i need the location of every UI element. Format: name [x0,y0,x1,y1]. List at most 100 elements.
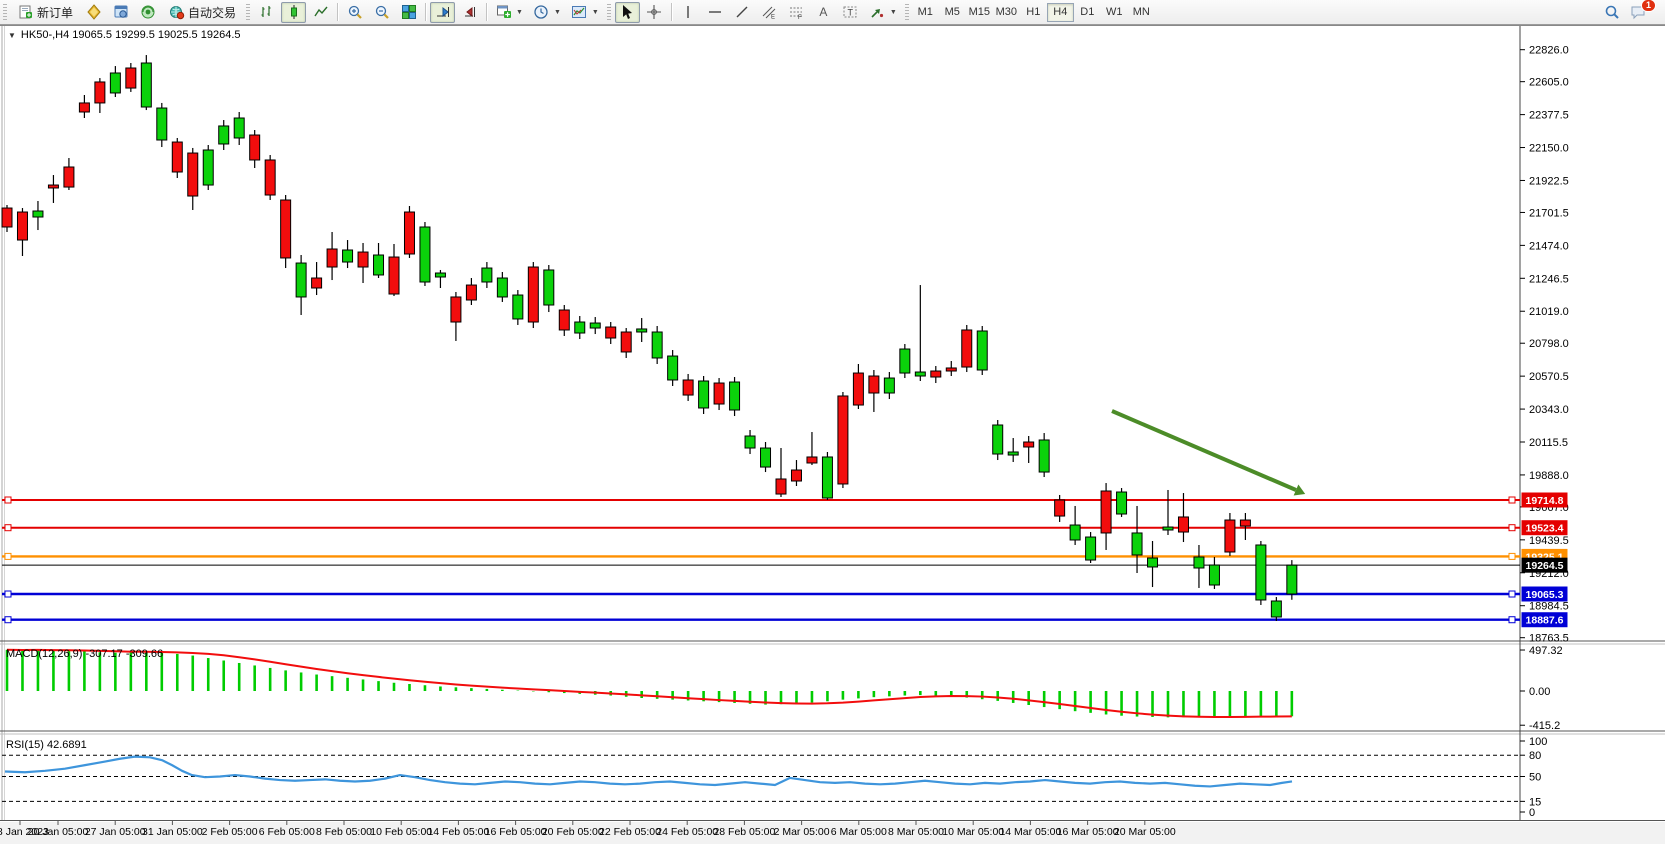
candlestick-series[interactable] [1,55,1298,621]
candle-body [465,284,477,301]
line-handle[interactable] [4,552,12,560]
rsi-tick-label: 15 [1529,796,1541,808]
new-order-icon [17,4,34,21]
candle-body [403,211,415,255]
crosshair-button[interactable] [642,2,667,23]
toolbar-separator [425,3,427,21]
line-handle[interactable] [1508,524,1516,532]
price-tick-label: 20115.5 [1529,437,1568,449]
arrow-head [1293,484,1306,496]
quotes-button[interactable] [81,2,106,23]
tile-windows-button[interactable] [396,2,421,23]
search-button[interactable] [1599,2,1624,23]
data-window-button[interactable] [108,2,133,23]
cursor-button[interactable] [614,1,640,23]
candle-body [744,435,756,449]
candle-body [357,251,369,268]
candlestick-chart-button[interactable] [281,1,307,23]
timeframe-h4-button[interactable]: H4 [1046,2,1074,22]
time-axis-label: 8 Mar 05:00 [888,826,944,838]
level-price-text: 19714.8 [1526,495,1564,507]
timeframe-m5-button[interactable]: M5 [944,6,960,18]
line-handle[interactable] [4,616,12,624]
time-axis-label: 24 Feb 05:00 [656,826,718,838]
line-handle[interactable] [1508,590,1516,598]
rsi-label: RSI(15) 42.6891 [6,739,87,751]
candle-body [1085,536,1097,561]
line-handle[interactable] [1508,496,1516,504]
timeframe-m30-button[interactable]: M30 [995,6,1017,18]
candle-body [1162,526,1174,531]
bar-chart-button[interactable] [254,2,279,23]
horizontal-line-button[interactable] [703,2,728,23]
price-tick-label: 20343.0 [1529,404,1569,416]
alerts-button[interactable] [135,2,160,23]
rsi-line [4,755,1293,788]
time-axis-label: 2 Mar 05:00 [774,826,830,838]
timeframe-m15-button[interactable]: M15 [968,6,990,18]
timeframe-d1-button[interactable]: D1 [1080,6,1095,18]
line-handle[interactable] [4,590,12,598]
current-price-line: 19264.5 [2,557,1568,573]
line-handle[interactable] [4,524,12,532]
rsi-tick-label: 100 [1529,736,1547,748]
vertical-line-button[interactable] [676,2,701,23]
candle-body [125,67,137,89]
label-button[interactable]: T [838,2,863,23]
svg-text:T: T [848,8,854,18]
timeframe-h1-button[interactable]: H1 [1026,6,1041,18]
new-chart-button[interactable]: ▼ [491,2,527,23]
candlestick-chart-icon [285,4,302,21]
chart-header: ▼ HK50-,H4 19065.5 19299.5 19025.5 19264… [8,29,241,41]
new-order-button[interactable]: 新订单 [11,2,79,23]
text-button[interactable]: A [811,2,836,23]
timeframe-mn-button[interactable]: MN [1132,6,1150,18]
timeframe-buttons: M1 M5 M15 M30 H1 H4 D1 W1 MN [912,2,1155,22]
trend-arrow-annotation[interactable] [1111,409,1306,496]
channel-button[interactable]: E [757,2,782,23]
clock-icon [533,4,550,21]
line-handle[interactable] [1508,552,1516,560]
auto-trading-button[interactable]: 自动交易 [162,2,242,23]
zoom-out-button[interactable] [369,2,394,23]
price-axis-ticks: 22826.0 22605.0 22377.5 22150.0 21922.5 21701… [1520,45,1569,645]
notifications-button[interactable]: 1 [1626,0,1656,23]
timeframe-m1-button[interactable]: M1 [917,6,933,18]
arrows-button[interactable]: ▼ [865,2,901,23]
candle-body [651,331,663,359]
pane-separators [0,640,1665,821]
zoom-in-button[interactable] [342,2,367,23]
templates-button[interactable]: ▼ [567,2,603,23]
time-axis-label: 31 Jan 05:00 [142,826,203,838]
candle-body [63,166,75,188]
candle-body [78,102,90,113]
auto-scroll-button[interactable] [430,1,456,23]
time-axis-label: 10 Mar 05:00 [942,826,1004,838]
trendline-button[interactable] [730,2,755,23]
time-axis-label: 14 Mar 05:00 [999,826,1061,838]
periods-button[interactable]: ▼ [529,2,565,23]
chart-title-text: HK50-,H4 19065.5 19299.5 19025.5 19264.5 [20,29,241,41]
candle-body [914,371,926,377]
candle-body [1193,556,1205,569]
collapse-chart-icon[interactable]: ▼ [8,30,16,40]
line-handle[interactable] [1508,616,1516,624]
line-chart-button[interactable] [308,2,333,23]
candle-body [1177,516,1189,533]
candle-body [713,382,725,405]
candle-body [837,395,849,485]
macd-tick-label: -415.2 [1529,720,1560,732]
candle-body [1147,557,1159,568]
crosshair-icon [646,4,663,21]
fibonacci-button[interactable]: F [784,2,809,23]
candle-body [605,326,617,339]
line-handle[interactable] [4,496,12,504]
toolbar-separator [486,3,488,21]
candle-body [218,125,230,145]
timeframe-w1-button[interactable]: W1 [1106,6,1123,18]
macd-tick-label: 0.00 [1529,686,1550,698]
chart-shift-button[interactable] [457,2,482,23]
